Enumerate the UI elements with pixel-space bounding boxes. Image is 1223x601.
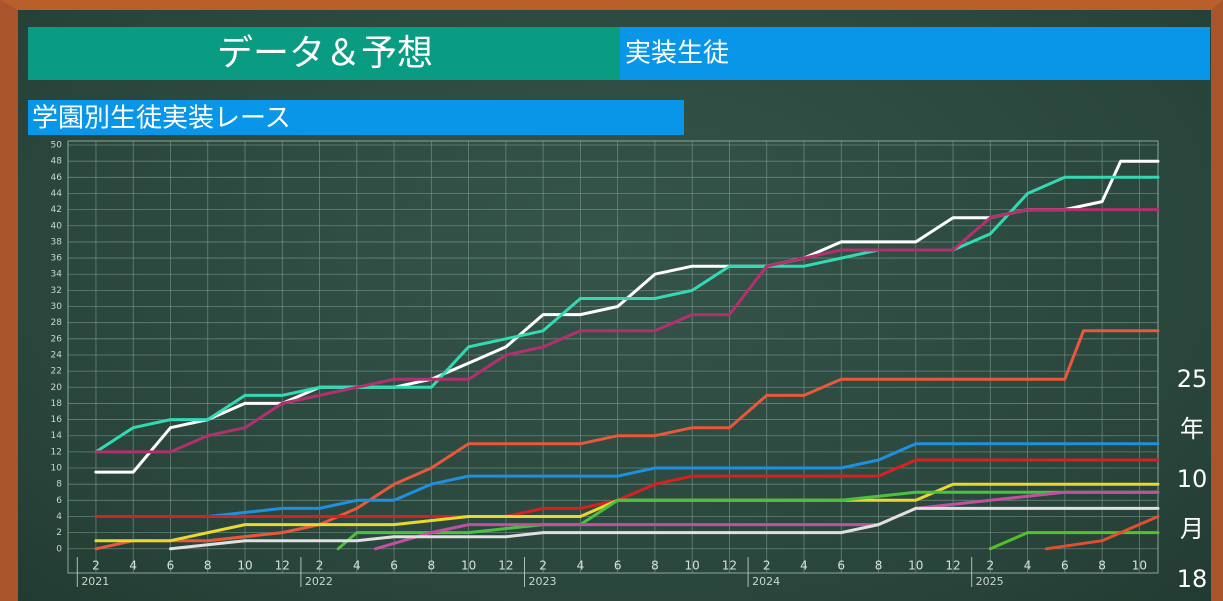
side-date: 年 <box>1180 415 1204 443</box>
y-tick-label: 28 <box>51 318 63 328</box>
y-tick-label: 4 <box>56 512 62 522</box>
x-tick-label: 6 <box>390 559 398 573</box>
y-tick-label: 14 <box>51 431 63 441</box>
y-tick-label: 38 <box>51 237 63 247</box>
y-tick-label: 0 <box>56 544 62 554</box>
y-tick-label: 18 <box>51 399 63 409</box>
x-tick-label: 2 <box>539 559 547 573</box>
x-tick-label: 8 <box>428 559 436 573</box>
section-box <box>620 27 1210 80</box>
x-tick-label: 4 <box>577 559 585 573</box>
y-tick-label: 22 <box>51 367 62 377</box>
section-title: 実装生徒 <box>625 39 729 69</box>
x-tick-label: 2 <box>986 559 994 573</box>
y-tick-label: 32 <box>51 286 62 296</box>
y-tick-label: 2 <box>56 528 62 538</box>
y-tick-label: 42 <box>51 205 62 215</box>
series-line <box>94 208 1160 454</box>
y-tick-label: 46 <box>51 173 63 183</box>
side-date: 月 <box>1180 515 1204 543</box>
y-tick-label: 24 <box>51 350 63 360</box>
x-tick-label: 6 <box>167 559 175 573</box>
x-tick-label: 4 <box>1024 559 1032 573</box>
y-tick-label: 8 <box>56 480 62 490</box>
x-tick-label: 10 <box>908 559 923 573</box>
x-tick-label: 8 <box>651 559 659 573</box>
y-tick-label: 40 <box>51 221 63 231</box>
series-line <box>169 506 1160 551</box>
year-label: 2024 <box>752 575 780 588</box>
x-tick-label: 6 <box>837 559 845 573</box>
x-tick-label: 10 <box>685 559 700 573</box>
x-tick-label: 8 <box>1098 559 1106 573</box>
year-label: 2021 <box>81 575 109 588</box>
y-tick-label: 26 <box>51 334 63 344</box>
x-tick-label: 2 <box>763 559 771 573</box>
page-title: データ＆予想 <box>217 33 433 74</box>
x-tick-label: 4 <box>129 559 137 573</box>
x-tick-label: 2 <box>316 559 324 573</box>
year-label: 2025 <box>976 575 1004 588</box>
y-tick-label: 48 <box>51 157 63 167</box>
title-box <box>28 27 620 80</box>
x-tick-label: 12 <box>498 559 513 573</box>
y-tick-label: 10 <box>51 464 63 474</box>
y-tick-label: 20 <box>51 383 63 393</box>
plot-frame <box>67 140 1159 574</box>
chart-title-box <box>28 100 684 135</box>
x-tick-label: 4 <box>353 559 361 573</box>
series-line <box>336 490 1160 551</box>
series-line <box>94 175 1160 454</box>
chart-title: 学園別生徒実装レース <box>32 104 291 134</box>
y-tick-label: 44 <box>51 189 63 199</box>
x-tick-label: 10 <box>461 559 476 573</box>
x-tick-label: 8 <box>875 559 883 573</box>
y-tick-label: 30 <box>51 302 63 312</box>
y-tick-label: 6 <box>56 496 62 506</box>
y-tick-label: 36 <box>51 254 63 264</box>
series-line <box>94 159 1160 474</box>
series-line <box>1044 515 1160 551</box>
side-date: 25 <box>1177 365 1208 393</box>
year-label: 2023 <box>528 575 556 588</box>
y-tick-label: 12 <box>51 447 62 457</box>
series-line <box>373 490 1160 551</box>
x-tick-label: 8 <box>204 559 212 573</box>
series-line <box>94 329 1160 551</box>
x-tick-label: 2 <box>92 559 100 573</box>
x-tick-label: 10 <box>1132 559 1147 573</box>
y-tick-label: 34 <box>51 270 63 280</box>
year-label: 2022 <box>305 575 333 588</box>
series-line <box>988 531 1160 551</box>
x-tick-label: 6 <box>614 559 622 573</box>
side-date: 18 <box>1177 565 1208 593</box>
x-tick-label: 12 <box>275 559 290 573</box>
x-tick-label: 12 <box>722 559 737 573</box>
x-tick-label: 12 <box>945 559 960 573</box>
y-tick-label: 16 <box>51 415 63 425</box>
x-tick-label: 6 <box>1061 559 1069 573</box>
series-line <box>94 442 1160 518</box>
series-line <box>94 482 1160 543</box>
y-tick-label: 50 <box>51 141 63 151</box>
x-tick-label: 10 <box>237 559 252 573</box>
x-tick-label: 4 <box>800 559 808 573</box>
side-date: 10 <box>1177 465 1208 493</box>
